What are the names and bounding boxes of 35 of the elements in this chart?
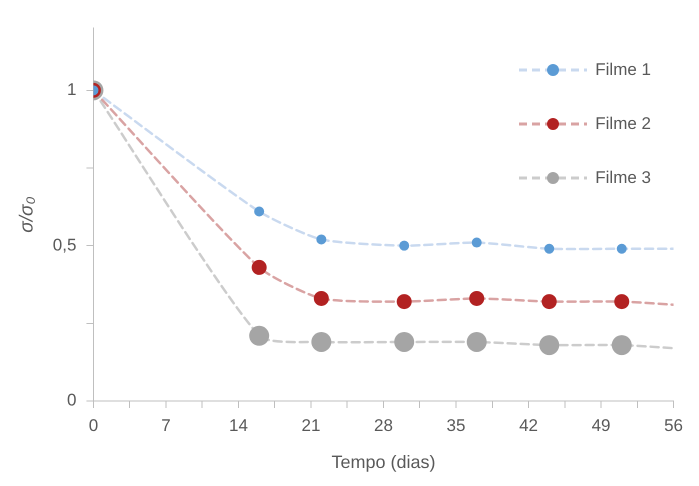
y-tick-label: 0 <box>66 390 76 410</box>
legend-label: Filme 3 <box>595 168 651 188</box>
x-tick-label: 49 <box>592 416 610 435</box>
point <box>252 260 267 275</box>
x-tick-label: 56 <box>664 416 684 435</box>
point <box>254 206 264 216</box>
point <box>399 240 410 251</box>
x-tick-label: 35 <box>446 416 466 435</box>
y-tick-label: 1 <box>66 80 76 100</box>
x-tick-label: 0 <box>88 416 98 435</box>
point <box>466 332 487 352</box>
point <box>314 290 329 306</box>
point <box>612 335 632 356</box>
y-axis-title: σ/σ₀ <box>16 196 38 233</box>
x-tick-label: 42 <box>519 416 538 435</box>
point <box>316 234 326 244</box>
point <box>311 332 332 352</box>
point <box>539 335 560 356</box>
point <box>616 244 627 254</box>
point <box>469 290 484 306</box>
x-tick-label: 21 <box>302 416 320 435</box>
legend-label: Filme 2 <box>595 114 651 134</box>
point <box>249 326 270 346</box>
point <box>396 294 412 310</box>
point <box>544 244 554 254</box>
legend-label: Filme 1 <box>595 60 651 80</box>
x-axis-title: Tempo (dias) <box>331 452 436 472</box>
x-tick-label: 28 <box>374 416 393 435</box>
point <box>614 294 630 310</box>
point <box>394 332 414 352</box>
x-tick-label: 14 <box>229 416 248 435</box>
point <box>472 238 482 248</box>
point <box>542 294 557 310</box>
x-tick-label: 7 <box>161 416 171 435</box>
y-tick-label: 0,5 <box>52 235 76 254</box>
